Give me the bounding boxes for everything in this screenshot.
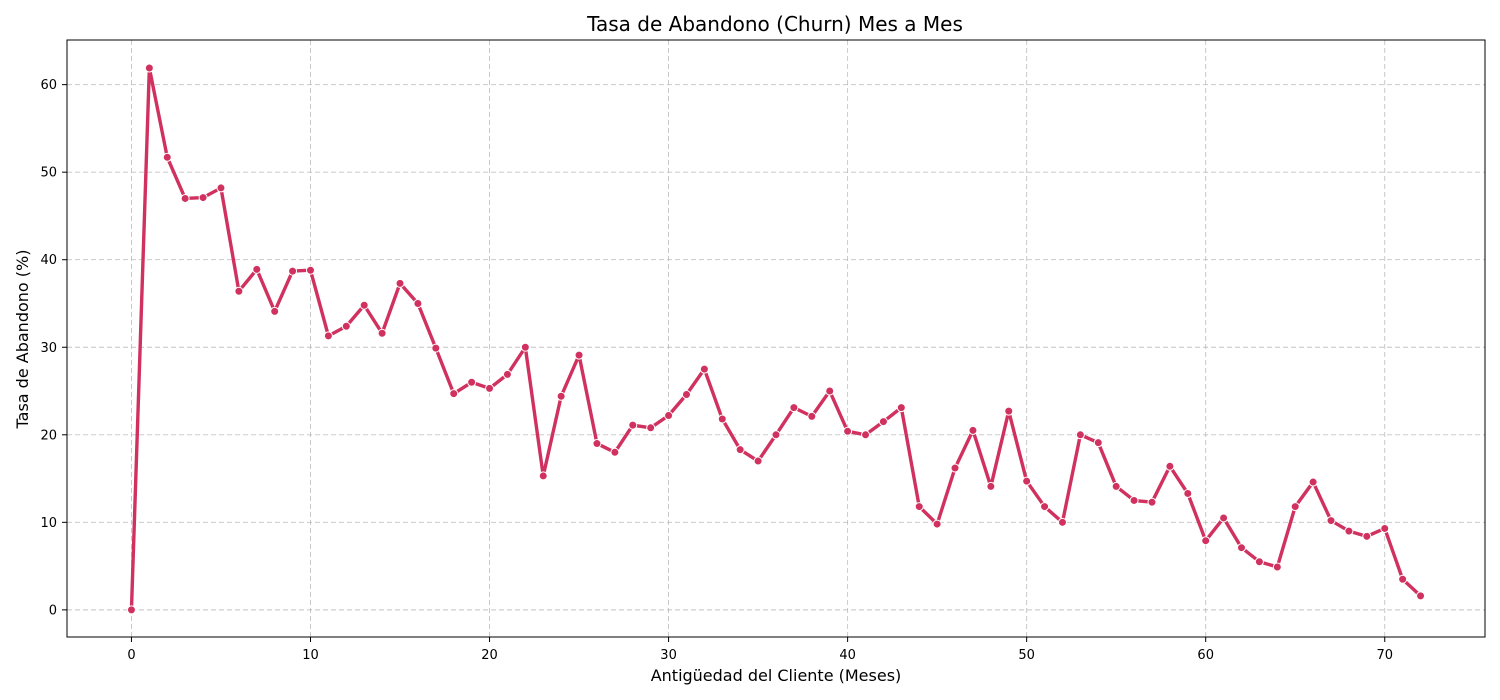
data-point	[878, 417, 888, 427]
data-point	[825, 386, 835, 396]
churn-line	[129, 66, 1423, 612]
axis-ticks: 0 10 20 30 40 50 60 70 0 10 20 30 40 50 60	[40, 78, 1393, 663]
data-point	[1219, 513, 1229, 523]
series-churn	[126, 63, 1426, 615]
data-point	[431, 343, 441, 353]
x-tick-label: 10	[302, 648, 319, 663]
x-tick-label: 70	[1376, 648, 1393, 663]
y-tick-label: 50	[40, 166, 57, 181]
data-point	[1040, 502, 1050, 512]
data-point	[753, 456, 763, 466]
data-point	[1254, 557, 1264, 567]
data-point	[610, 447, 620, 457]
data-point	[699, 364, 709, 374]
y-tick-label: 60	[40, 78, 57, 93]
data-point	[1147, 497, 1157, 507]
plot-frame	[66, 39, 1486, 638]
data-point	[1326, 516, 1336, 526]
data-point	[359, 300, 369, 310]
x-tick-label: 30	[660, 648, 677, 663]
data-point	[1362, 531, 1372, 541]
data-point	[1308, 477, 1318, 487]
data-point	[1398, 574, 1408, 584]
data-point	[986, 481, 996, 491]
data-point	[574, 350, 584, 360]
grid	[67, 40, 1485, 637]
data-point	[735, 445, 745, 455]
x-tick-label: 40	[839, 648, 856, 663]
data-point	[628, 420, 638, 430]
data-point	[485, 383, 495, 393]
data-point	[216, 183, 226, 193]
data-point	[234, 286, 244, 296]
data-point	[1022, 476, 1032, 486]
x-tick-label: 60	[1197, 648, 1214, 663]
data-point	[1093, 438, 1103, 448]
data-point	[180, 193, 190, 203]
data-point	[556, 391, 566, 401]
data-point	[198, 193, 208, 203]
data-point	[341, 321, 351, 331]
y-tick-label: 20	[40, 428, 57, 443]
data-point	[162, 152, 172, 162]
y-tick-label: 10	[40, 516, 57, 531]
data-point	[1201, 536, 1211, 546]
x-tick-label: 20	[481, 648, 498, 663]
data-point	[1129, 495, 1139, 505]
data-point	[1344, 526, 1354, 536]
data-point	[968, 425, 978, 435]
data-point	[1004, 406, 1014, 416]
y-axis-label: Tasa de Abandono (%)	[13, 250, 32, 430]
data-point	[538, 471, 548, 481]
y-tick-label: 40	[40, 253, 57, 268]
data-point	[1416, 591, 1426, 601]
data-point	[1111, 481, 1121, 491]
data-point	[502, 369, 512, 379]
data-point	[789, 403, 799, 413]
x-axis-label: Antigüedad del Cliente (Meses)	[651, 666, 902, 685]
data-point	[1183, 488, 1193, 498]
data-point	[1380, 523, 1390, 533]
data-point	[1290, 502, 1300, 512]
x-tick-label: 0	[127, 648, 135, 663]
data-point	[413, 298, 423, 308]
data-point	[1057, 517, 1067, 527]
data-point	[807, 411, 817, 421]
data-point	[467, 377, 477, 387]
data-point	[377, 328, 387, 338]
data-point	[932, 519, 942, 529]
y-tick-label: 30	[40, 341, 57, 356]
data-point	[1272, 562, 1282, 572]
data-point	[520, 342, 530, 352]
data-point	[914, 502, 924, 512]
data-point	[1237, 543, 1247, 553]
chart-title: Tasa de Abandono (Churn) Mes a Mes	[586, 12, 963, 36]
data-point	[646, 423, 656, 433]
data-point	[843, 426, 853, 436]
data-point	[305, 265, 315, 275]
data-point	[288, 266, 298, 276]
data-point	[592, 439, 602, 449]
x-tick-label: 50	[1018, 648, 1035, 663]
data-point	[1165, 461, 1175, 471]
data-point	[896, 403, 906, 413]
data-point	[323, 331, 333, 341]
data-point	[270, 306, 280, 316]
data-point	[771, 430, 781, 440]
data-point	[664, 411, 674, 421]
data-point	[861, 430, 871, 440]
data-point	[126, 605, 136, 615]
data-point	[449, 389, 459, 399]
data-point	[717, 414, 727, 424]
data-point	[395, 278, 405, 288]
data-point	[252, 264, 262, 274]
data-point	[144, 63, 154, 73]
y-tick-label: 0	[49, 603, 57, 618]
data-point	[950, 463, 960, 473]
data-point	[1075, 430, 1085, 440]
data-point	[681, 390, 691, 400]
